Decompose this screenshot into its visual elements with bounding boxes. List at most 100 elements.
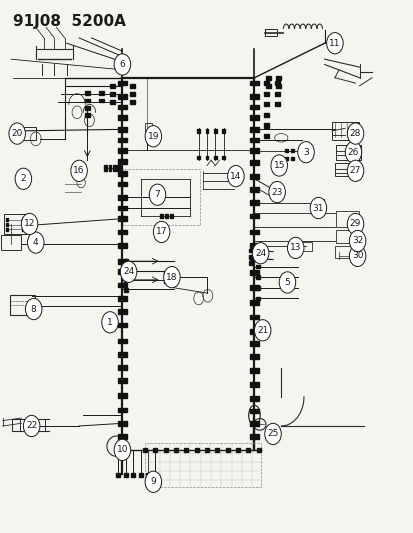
Text: 30: 30 bbox=[351, 252, 363, 260]
Text: 14: 14 bbox=[230, 172, 241, 181]
FancyBboxPatch shape bbox=[249, 174, 259, 179]
FancyBboxPatch shape bbox=[264, 102, 268, 107]
FancyBboxPatch shape bbox=[249, 160, 259, 165]
Text: 3: 3 bbox=[302, 148, 308, 157]
Text: 24: 24 bbox=[254, 249, 266, 258]
FancyBboxPatch shape bbox=[118, 94, 127, 99]
Circle shape bbox=[349, 245, 365, 266]
FancyBboxPatch shape bbox=[249, 187, 259, 192]
FancyBboxPatch shape bbox=[118, 338, 127, 343]
FancyBboxPatch shape bbox=[255, 265, 259, 268]
Circle shape bbox=[120, 261, 137, 282]
FancyBboxPatch shape bbox=[221, 156, 224, 159]
FancyBboxPatch shape bbox=[264, 92, 268, 96]
FancyBboxPatch shape bbox=[123, 260, 128, 263]
FancyBboxPatch shape bbox=[6, 228, 8, 231]
FancyBboxPatch shape bbox=[85, 113, 90, 117]
Text: 19: 19 bbox=[147, 132, 159, 141]
FancyBboxPatch shape bbox=[118, 216, 127, 221]
FancyBboxPatch shape bbox=[118, 309, 127, 314]
FancyBboxPatch shape bbox=[147, 136, 150, 140]
FancyBboxPatch shape bbox=[123, 278, 128, 282]
Circle shape bbox=[268, 181, 285, 203]
FancyBboxPatch shape bbox=[164, 279, 167, 283]
FancyBboxPatch shape bbox=[22, 228, 24, 231]
FancyBboxPatch shape bbox=[249, 138, 259, 142]
Circle shape bbox=[270, 155, 287, 176]
Circle shape bbox=[114, 439, 131, 461]
FancyBboxPatch shape bbox=[249, 243, 259, 248]
FancyBboxPatch shape bbox=[118, 421, 127, 426]
Text: 16: 16 bbox=[73, 166, 85, 175]
FancyBboxPatch shape bbox=[249, 200, 259, 205]
FancyBboxPatch shape bbox=[118, 148, 127, 153]
FancyBboxPatch shape bbox=[22, 223, 24, 226]
Text: 28: 28 bbox=[349, 129, 361, 138]
FancyBboxPatch shape bbox=[172, 271, 176, 274]
Text: 26: 26 bbox=[347, 148, 358, 157]
FancyBboxPatch shape bbox=[118, 195, 127, 200]
FancyBboxPatch shape bbox=[159, 214, 163, 218]
FancyBboxPatch shape bbox=[118, 269, 127, 274]
FancyBboxPatch shape bbox=[264, 134, 268, 139]
Text: 24: 24 bbox=[123, 268, 134, 276]
FancyBboxPatch shape bbox=[249, 329, 259, 334]
Circle shape bbox=[9, 123, 25, 144]
Text: 20: 20 bbox=[12, 129, 23, 138]
FancyBboxPatch shape bbox=[118, 322, 127, 327]
FancyBboxPatch shape bbox=[249, 285, 259, 290]
FancyBboxPatch shape bbox=[118, 159, 127, 164]
FancyBboxPatch shape bbox=[249, 421, 259, 426]
Circle shape bbox=[278, 272, 295, 293]
FancyBboxPatch shape bbox=[204, 448, 209, 452]
FancyBboxPatch shape bbox=[118, 378, 127, 383]
FancyBboxPatch shape bbox=[249, 80, 259, 85]
Circle shape bbox=[347, 213, 363, 235]
FancyBboxPatch shape bbox=[197, 156, 200, 159]
FancyBboxPatch shape bbox=[249, 255, 253, 259]
FancyBboxPatch shape bbox=[118, 393, 127, 398]
FancyBboxPatch shape bbox=[255, 286, 259, 289]
FancyBboxPatch shape bbox=[221, 129, 224, 133]
Text: 8: 8 bbox=[31, 304, 36, 313]
FancyBboxPatch shape bbox=[99, 91, 104, 95]
FancyBboxPatch shape bbox=[118, 104, 127, 109]
Circle shape bbox=[71, 160, 87, 181]
FancyBboxPatch shape bbox=[116, 165, 119, 171]
FancyBboxPatch shape bbox=[109, 100, 114, 104]
FancyBboxPatch shape bbox=[118, 230, 127, 235]
FancyBboxPatch shape bbox=[109, 92, 114, 96]
Text: 9: 9 bbox=[150, 478, 156, 486]
FancyBboxPatch shape bbox=[274, 102, 279, 107]
Circle shape bbox=[163, 266, 180, 288]
FancyBboxPatch shape bbox=[130, 92, 135, 96]
FancyBboxPatch shape bbox=[249, 256, 259, 261]
Text: 12: 12 bbox=[24, 220, 35, 229]
FancyBboxPatch shape bbox=[118, 243, 127, 248]
Text: 1: 1 bbox=[107, 318, 113, 327]
FancyBboxPatch shape bbox=[255, 296, 259, 300]
FancyBboxPatch shape bbox=[194, 448, 198, 452]
Text: 31: 31 bbox=[312, 204, 323, 213]
FancyBboxPatch shape bbox=[123, 288, 128, 292]
FancyBboxPatch shape bbox=[104, 165, 107, 171]
FancyBboxPatch shape bbox=[249, 409, 259, 414]
FancyBboxPatch shape bbox=[118, 365, 127, 370]
FancyBboxPatch shape bbox=[249, 300, 259, 305]
Text: 2: 2 bbox=[21, 174, 26, 183]
Text: 25: 25 bbox=[267, 430, 278, 439]
FancyBboxPatch shape bbox=[290, 149, 293, 152]
FancyBboxPatch shape bbox=[249, 214, 259, 219]
FancyBboxPatch shape bbox=[108, 165, 111, 171]
FancyBboxPatch shape bbox=[118, 434, 127, 439]
FancyBboxPatch shape bbox=[85, 99, 90, 102]
FancyBboxPatch shape bbox=[249, 94, 259, 99]
Circle shape bbox=[326, 33, 342, 54]
FancyBboxPatch shape bbox=[246, 448, 250, 452]
Circle shape bbox=[149, 184, 165, 205]
FancyBboxPatch shape bbox=[249, 270, 259, 275]
Text: 29: 29 bbox=[349, 220, 361, 229]
Text: 23: 23 bbox=[271, 188, 282, 197]
FancyBboxPatch shape bbox=[164, 271, 167, 274]
FancyBboxPatch shape bbox=[118, 352, 127, 357]
